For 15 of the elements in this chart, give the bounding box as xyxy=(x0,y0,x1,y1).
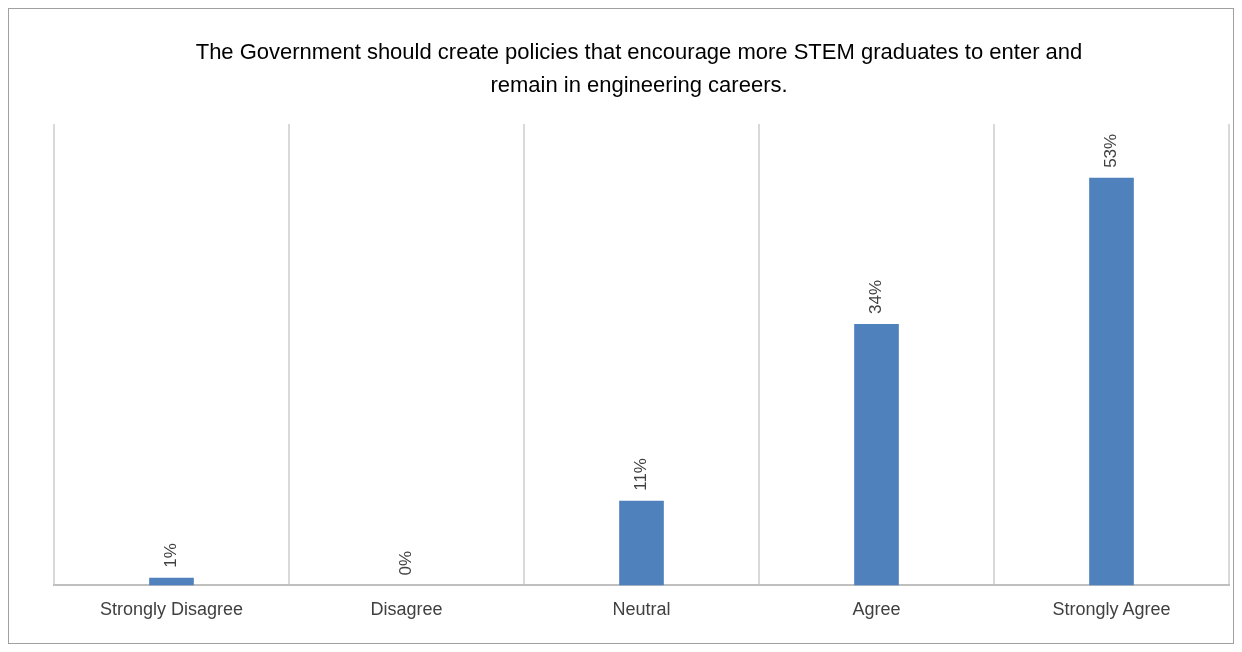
data-label: 1% xyxy=(161,543,181,568)
x-tick-label: Disagree xyxy=(370,599,443,620)
bar xyxy=(1089,177,1134,586)
x-tick-label: Neutral xyxy=(612,599,671,620)
x-tick-label: Strongly Agree xyxy=(1052,599,1171,620)
bar xyxy=(619,500,664,586)
data-label: 53% xyxy=(1101,133,1121,168)
x-tick-label: Agree xyxy=(852,599,901,620)
bar xyxy=(149,577,194,586)
data-label: 0% xyxy=(396,550,416,576)
data-label: 11% xyxy=(631,458,651,491)
chart-title: The Government should create policies that encourage more STEM graduates to enter and remain in engineering careers. xyxy=(194,38,1084,99)
x-tick-label: Strongly Disagree xyxy=(99,599,244,620)
data-label: 34% xyxy=(866,279,886,314)
bar xyxy=(854,323,899,586)
